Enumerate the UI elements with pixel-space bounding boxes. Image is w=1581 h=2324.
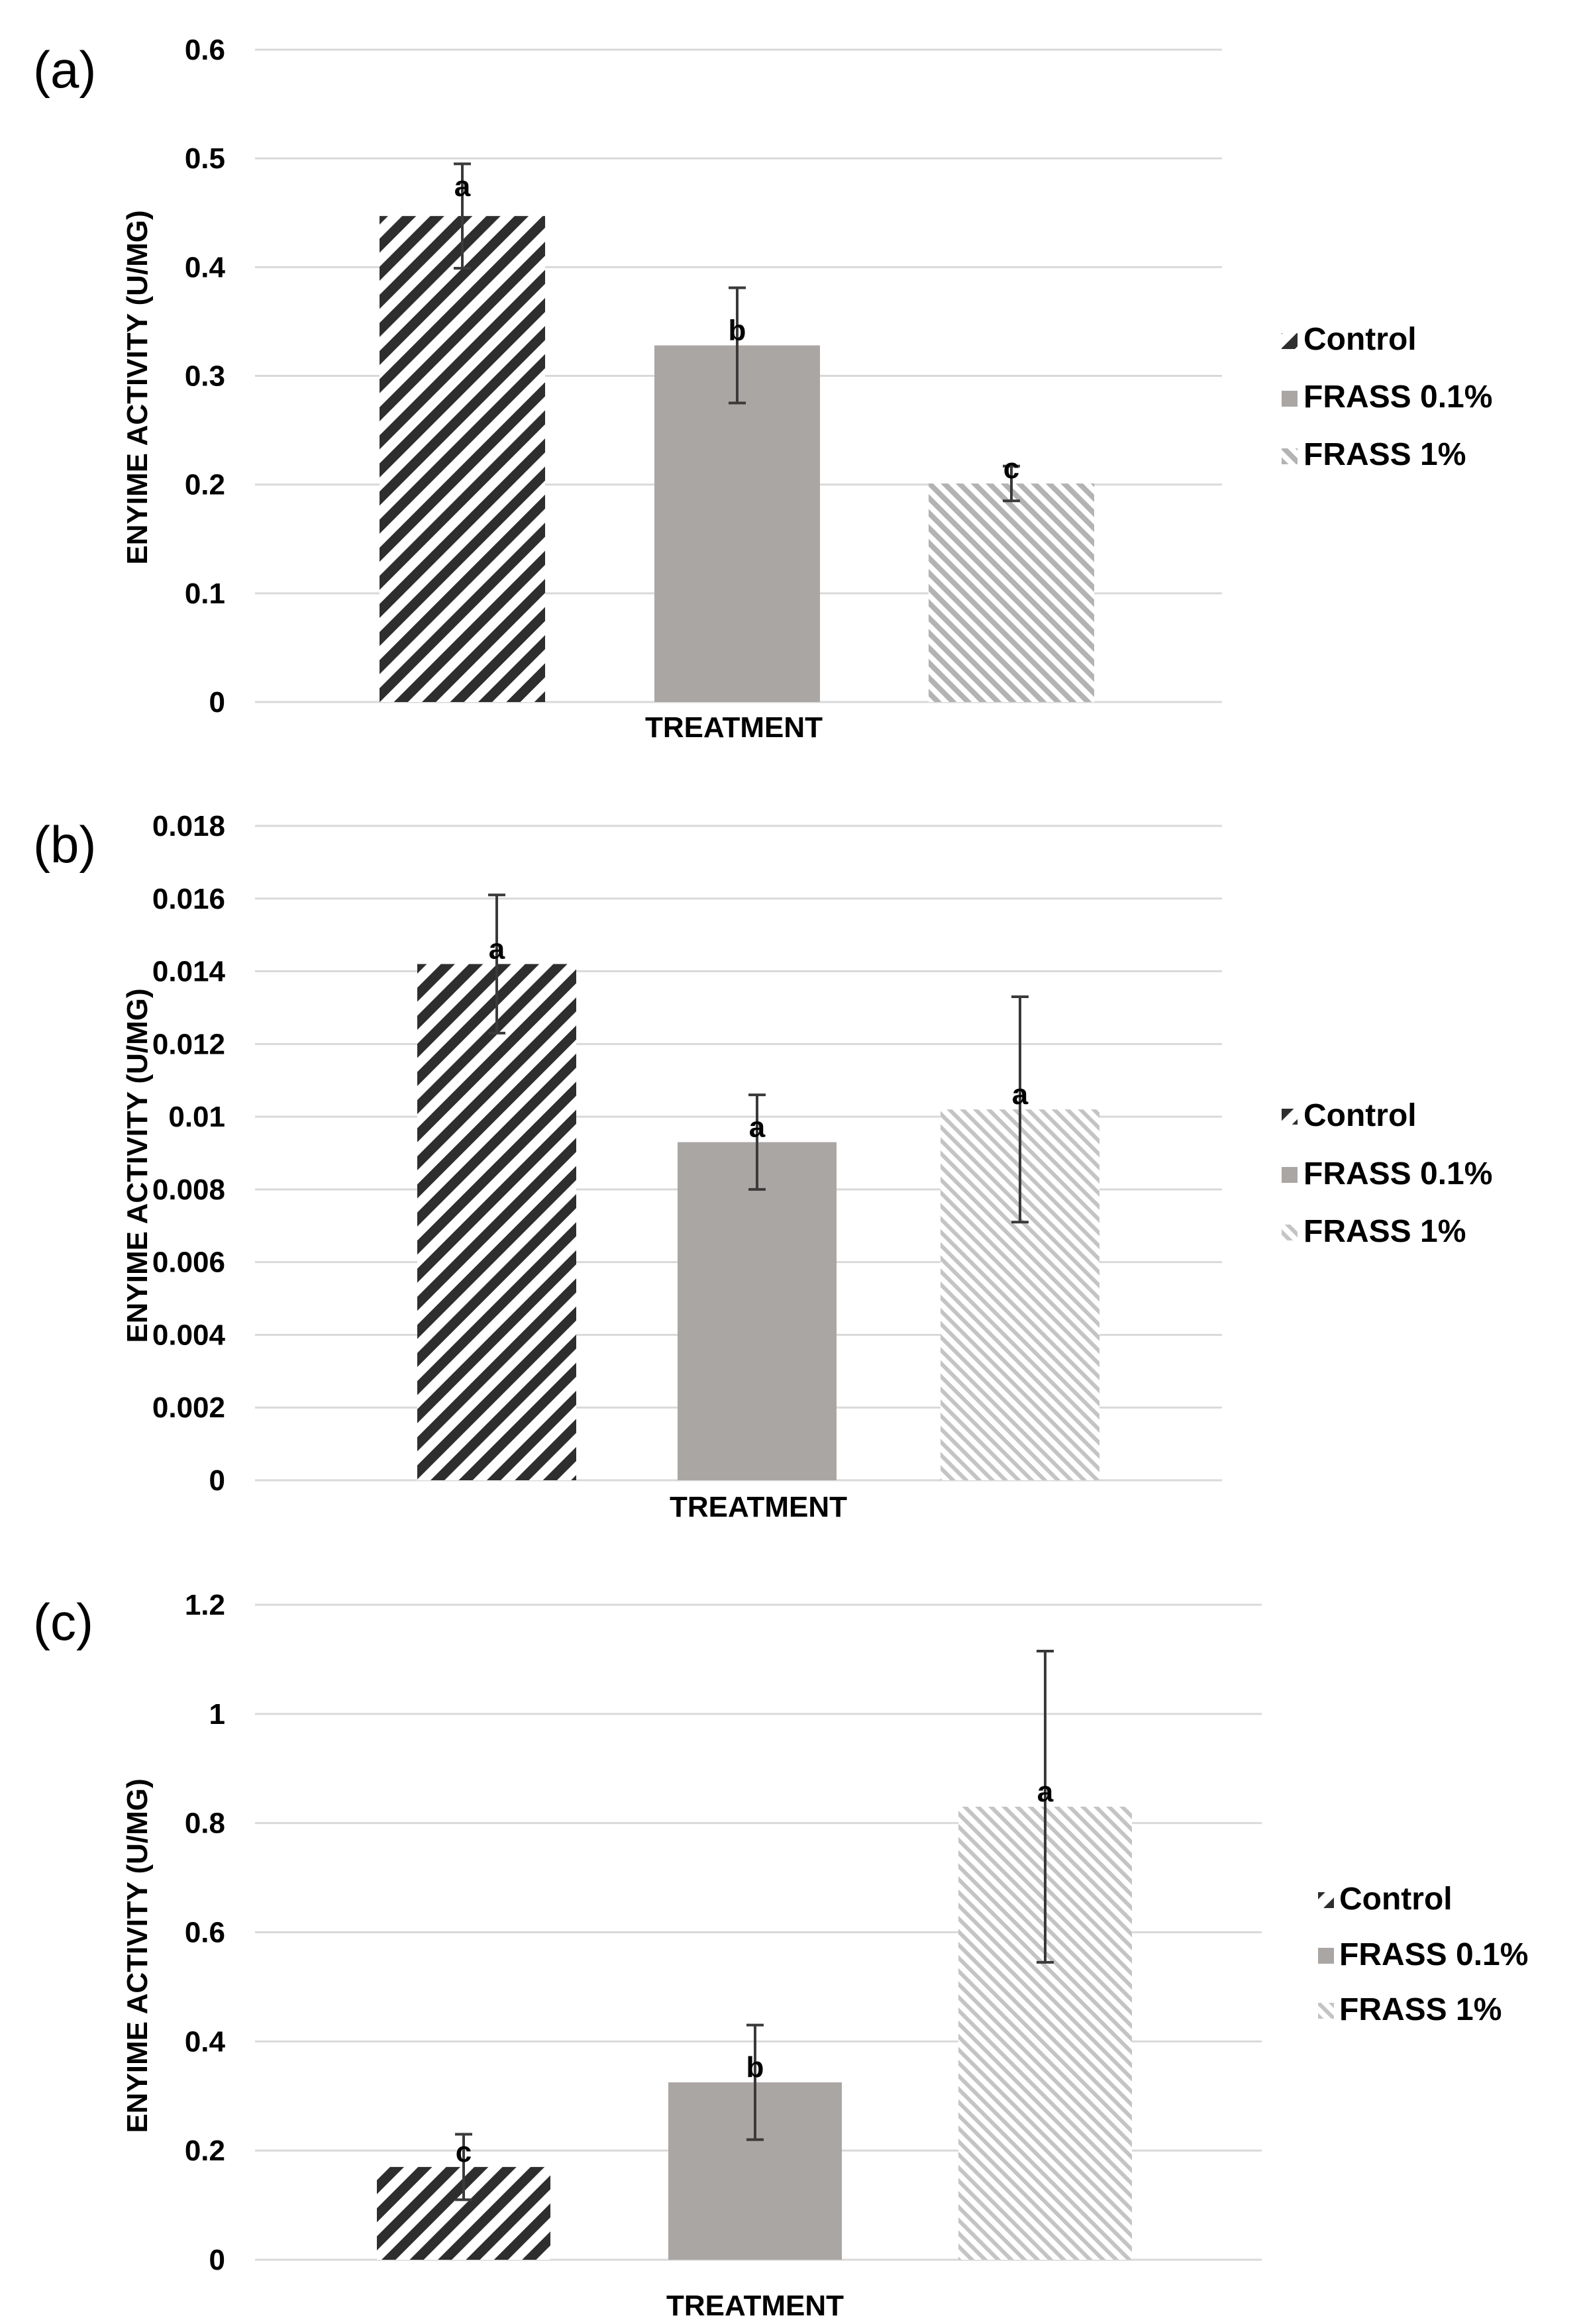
legend-label-control: Control xyxy=(1303,322,1417,357)
panel-label-b: (b) xyxy=(33,815,96,874)
significance-label-2: b xyxy=(729,315,746,347)
y-tick-label: 0.006 xyxy=(152,1246,225,1279)
panel-label-c: (c) xyxy=(33,1593,93,1651)
significance-label-3: c xyxy=(1003,452,1019,485)
y-tick-label: 0.8 xyxy=(185,1807,225,1840)
x-axis-title: TREATMENT xyxy=(670,1491,847,1523)
bars xyxy=(380,216,1094,702)
legend-label-frass-01: FRASS 0.1% xyxy=(1339,1937,1528,1972)
y-axis-title: ENYIME ACTIVITY (U/MG) xyxy=(121,988,154,1342)
panel-a: (a) 0 0.1 0.2 0.3 0.4 0.5 0.6 a b c ENYIME ACTIV… xyxy=(33,34,1492,744)
legend-label-frass-1: FRASS 1% xyxy=(1303,1214,1466,1249)
legend-swatch-control xyxy=(1282,1109,1298,1125)
significance-labels: a a a xyxy=(489,933,1029,1144)
y-tick-label: 0.6 xyxy=(185,1917,225,1949)
significance-label-3: a xyxy=(1012,1078,1029,1111)
legend-swatch-frass-01 xyxy=(1282,391,1298,407)
y-tick-labels: 0 0.002 0.004 0.006 0.008 0.01 0.012 0.014 0.016… xyxy=(152,810,226,1497)
y-tick-label: 0.014 xyxy=(152,956,226,988)
legend-label-frass-01: FRASS 0.1% xyxy=(1303,379,1492,415)
y-tick-label: 0.004 xyxy=(152,1319,226,1351)
bar-3 xyxy=(929,483,1094,702)
bar-2 xyxy=(678,1142,837,1480)
legend-label-control: Control xyxy=(1303,1098,1417,1133)
significance-label-1: c xyxy=(456,2136,472,2168)
y-tick-label: 0.002 xyxy=(152,1391,225,1424)
y-tick-label: 0.3 xyxy=(185,360,225,393)
y-axis-title: ENYIME ACTIVITY (U/MG) xyxy=(121,210,154,564)
y-tick-label: 0 xyxy=(209,1464,225,1497)
error-bars xyxy=(455,1650,1054,2201)
significance-label-1: a xyxy=(489,933,505,966)
y-tick-label: 0.6 xyxy=(185,34,225,66)
y-axis-title: ENYIME ACTIVITY (U/MG) xyxy=(121,1778,154,2133)
legend-label-frass-01: FRASS 0.1% xyxy=(1303,1156,1492,1191)
legend-label-control: Control xyxy=(1339,1882,1453,1917)
panel-label-a: (a) xyxy=(33,40,96,99)
y-tick-label: 1.2 xyxy=(185,1589,225,1621)
bar-1 xyxy=(380,216,545,702)
error-bars xyxy=(454,162,1020,503)
significance-label-2: b xyxy=(746,2051,764,2084)
panel-b: (b) 00.0020.0040.0060.0080.010.0120.0140… xyxy=(33,810,1492,1523)
y-tick-label: 0 xyxy=(209,2244,225,2276)
error-bars xyxy=(488,893,1029,1224)
y-tick-label: 0.4 xyxy=(185,251,226,283)
significance-label-2: a xyxy=(749,1111,766,1144)
y-tick-label: 1 xyxy=(209,1698,225,1731)
legend: Control FRASS 0.1% FRASS 1% xyxy=(1282,322,1492,472)
panel-c: (c) 0 0.2 0.4 0.6 0.8 1 1.2 c b a ENYIME ACTIVIT… xyxy=(33,1589,1528,2322)
y-tick-label: 0.018 xyxy=(152,810,225,842)
legend-label-frass-1: FRASS 1% xyxy=(1303,437,1466,472)
significance-labels: a b c xyxy=(454,170,1019,485)
legend-swatch-control xyxy=(1282,333,1298,349)
legend-swatch-frass-1 xyxy=(1282,1225,1298,1240)
y-tick-label: 0.1 xyxy=(185,578,225,610)
legend: Control FRASS 0.1% FRASS 1% xyxy=(1318,1882,1528,2027)
legend-swatch-frass-1 xyxy=(1318,2003,1334,2019)
y-tick-label: 0.5 xyxy=(185,142,225,175)
x-axis-title: TREATMENT xyxy=(645,711,823,744)
y-tick-label: 0.4 xyxy=(185,2025,226,2058)
bar-2 xyxy=(654,345,820,702)
legend-swatch-frass-1 xyxy=(1282,448,1298,464)
y-tick-label: 0.008 xyxy=(152,1174,225,1206)
y-tick-label: 0.2 xyxy=(185,2135,225,2167)
bar-1 xyxy=(417,964,576,1480)
y-tick-label: 0.012 xyxy=(152,1028,225,1060)
x-axis-title: TREATMENT xyxy=(666,2290,844,2322)
y-tick-labels: 0 0.1 0.2 0.3 0.4 0.5 0.6 xyxy=(185,34,226,719)
legend: Control FRASS 0.1% FRASS 1% xyxy=(1282,1098,1492,1249)
y-tick-labels: 0 0.2 0.4 0.6 0.8 1 1.2 xyxy=(185,1589,226,2276)
legend-swatch-control xyxy=(1318,1892,1334,1908)
significance-labels: c b a xyxy=(456,1776,1054,2168)
legend-label-frass-1: FRASS 1% xyxy=(1339,1992,1502,2027)
bars xyxy=(417,964,1099,1480)
y-tick-label: 0.016 xyxy=(152,883,225,915)
significance-label-3: a xyxy=(1037,1776,1054,1808)
significance-label-1: a xyxy=(454,170,471,203)
y-tick-label: 0 xyxy=(209,686,225,719)
legend-swatch-frass-01 xyxy=(1282,1167,1298,1183)
legend-swatch-frass-01 xyxy=(1318,1948,1334,1964)
y-tick-label: 0.2 xyxy=(185,469,225,501)
y-tick-label: 0.01 xyxy=(168,1101,225,1133)
